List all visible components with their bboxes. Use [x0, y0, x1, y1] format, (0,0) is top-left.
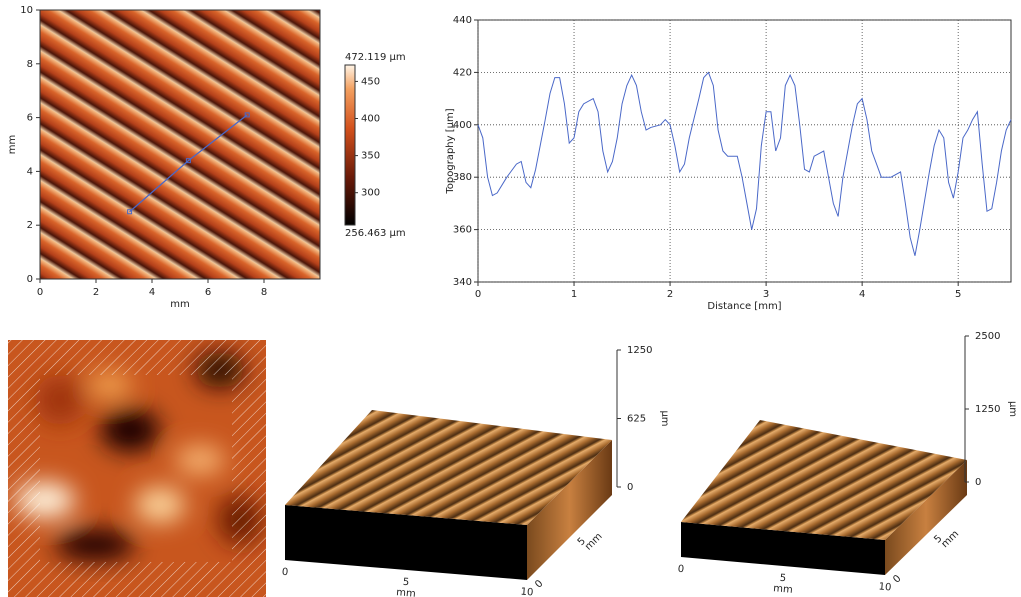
z-tick-label: 1250: [975, 404, 1000, 415]
x-tick-label: 10: [878, 581, 892, 593]
y-tick-label: 2: [27, 220, 33, 231]
x-tick-label: 5: [955, 289, 961, 300]
surface-top: [285, 410, 612, 525]
colorbar-tick-label: 400: [361, 114, 380, 125]
y-tick-label: 4: [27, 166, 33, 177]
profile-marker: [244, 112, 250, 118]
colorbar-max-label: 472.119 µm: [345, 52, 406, 63]
x-tick-label: 0: [37, 287, 43, 298]
z-tick-label: 625: [627, 414, 646, 425]
y-tick-label: 360: [453, 225, 472, 236]
y-tick-label: 420: [453, 67, 472, 78]
colorbar-min-label: 256.463 µm: [345, 228, 406, 239]
colorbar-tick-label: 450: [361, 76, 380, 87]
x-tick-label: 10: [520, 586, 534, 597]
x-axis-label: Distance [mm]: [707, 301, 781, 312]
y-tick-label: 8: [27, 59, 33, 70]
surface-side: [885, 460, 967, 575]
surface-side: [527, 440, 612, 580]
profile-curve: [477, 71, 1012, 256]
x-tick-label: 0: [475, 289, 481, 300]
y-tick-label: 0: [533, 578, 545, 590]
colorbar-tick-label: 300: [361, 188, 380, 199]
y-tick-label: 440: [453, 15, 472, 26]
x-tick-label: 5: [402, 577, 409, 588]
surface-top: [681, 420, 967, 540]
profile-marker: [127, 209, 133, 215]
colorbar: [344, 64, 356, 226]
y-tick-label: 0: [27, 274, 33, 285]
y-axis-label: Topography [µm]: [445, 108, 456, 194]
y-tick-label: 6: [27, 113, 33, 124]
z-tick-label: 0: [975, 477, 981, 488]
x-tick-label: 4: [859, 289, 865, 300]
x-tick-label: 5: [779, 573, 786, 585]
y-tick-label: 0: [891, 573, 903, 585]
y-axis-label: mm: [7, 135, 18, 154]
heatmap-image: [40, 10, 320, 279]
y-tick-label: 340: [453, 277, 472, 288]
x-tick-label: 8: [261, 287, 267, 298]
y-tick-label: 380: [453, 172, 472, 183]
x-tick-label: 0: [281, 567, 288, 578]
x-tick-label: 2: [667, 289, 673, 300]
x-axis-label: mm: [396, 587, 416, 597]
y-tick-label: 400: [453, 120, 472, 131]
z-axis-label: µm: [1007, 401, 1018, 417]
z-tick-label: 1250: [627, 345, 652, 356]
surface-front: [285, 505, 527, 580]
z-tick-label: 0: [627, 482, 633, 493]
x-tick-label: 0: [677, 564, 684, 576]
y-axis-label: mm: [583, 531, 605, 553]
y-axis-label: mm: [940, 529, 962, 550]
x-tick-label: 3: [763, 289, 769, 300]
x-tick-label: 4: [149, 287, 155, 298]
profile-line: [129, 114, 248, 213]
smoothed-map: [8, 340, 266, 597]
x-tick-label: 1: [571, 289, 577, 300]
x-tick-label: 2: [93, 287, 99, 298]
z-tick-label: 2500: [975, 331, 1000, 342]
z-axis-label: µm: [659, 410, 670, 426]
plot-frame: [477, 19, 1012, 283]
x-axis-label: mm: [773, 583, 793, 596]
profile-marker: [185, 158, 191, 164]
colorbar-tick-label: 350: [361, 151, 380, 162]
surface-front: [681, 522, 885, 575]
plot-frame: [39, 9, 321, 280]
y-tick-label: 10: [20, 5, 33, 16]
x-axis-label: mm: [170, 299, 189, 310]
x-tick-label: 6: [205, 287, 211, 298]
